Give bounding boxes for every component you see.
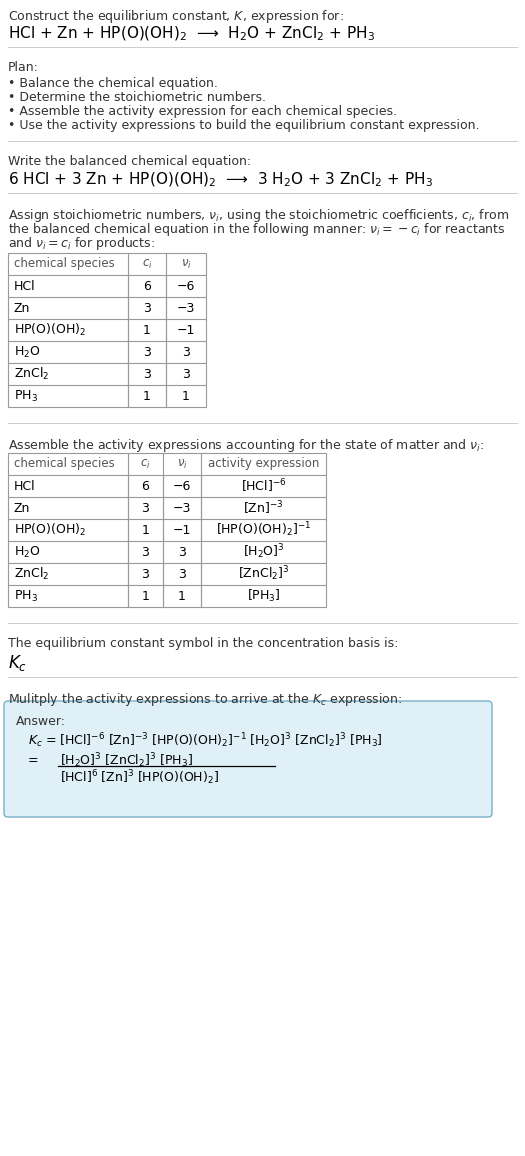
Text: H$_2$O: H$_2$O [14,344,40,360]
Text: 1: 1 [143,324,151,336]
Text: $K_c$: $K_c$ [8,653,27,673]
Text: 3: 3 [143,346,151,358]
Text: 1: 1 [178,590,186,602]
Text: Write the balanced chemical equation:: Write the balanced chemical equation: [8,155,251,168]
Text: the balanced chemical equation in the following manner: $\nu_i = -c_i$ for react: the balanced chemical equation in the fo… [8,221,506,238]
Text: $\nu_i$: $\nu_i$ [181,258,192,271]
Text: −6: −6 [173,480,191,492]
Text: Plan:: Plan: [8,61,39,74]
Text: • Balance the chemical equation.: • Balance the chemical equation. [8,77,218,90]
Text: 3: 3 [143,368,151,380]
Text: $K_c$ = [HCl]$^{-6}$ [Zn]$^{-3}$ [HP(O)(OH)$_2$]$^{-1}$ [H$_2$O]$^3$ [ZnCl$_2$]$: $K_c$ = [HCl]$^{-6}$ [Zn]$^{-3}$ [HP(O)(… [28,731,383,750]
Text: 1: 1 [143,390,151,402]
Bar [8,453,326,607]
FancyBboxPatch shape [4,701,492,817]
Text: [Zn]$^{-3}$: [Zn]$^{-3}$ [243,499,284,517]
Text: ZnCl$_2$: ZnCl$_2$ [14,566,49,583]
Text: 3: 3 [142,568,150,580]
Text: −6: −6 [177,280,195,292]
Bar [8,253,206,407]
Text: 3: 3 [143,302,151,314]
Text: =: = [28,755,39,768]
Text: [ZnCl$_2$]$^3$: [ZnCl$_2$]$^3$ [238,564,289,584]
Text: HCl: HCl [14,480,36,492]
Text: HP(O)(OH)$_2$: HP(O)(OH)$_2$ [14,523,86,538]
Text: [HCl]$^{-6}$: [HCl]$^{-6}$ [241,477,286,495]
Text: HP(O)(OH)$_2$: HP(O)(OH)$_2$ [14,323,86,338]
Text: 3: 3 [182,368,190,380]
Text: Mulitply the activity expressions to arrive at the $K_c$ expression:: Mulitply the activity expressions to arr… [8,691,402,707]
Text: −1: −1 [177,324,195,336]
Text: chemical species: chemical species [14,258,115,271]
Text: chemical species: chemical species [14,458,115,470]
Text: 1: 1 [142,590,150,602]
Text: 1: 1 [182,390,190,402]
Text: H$_2$O: H$_2$O [14,544,40,560]
Text: Assign stoichiometric numbers, $\nu_i$, using the stoichiometric coefficients, $: Assign stoichiometric numbers, $\nu_i$, … [8,207,509,224]
Text: Answer:: Answer: [16,716,66,728]
Text: 6: 6 [143,280,151,292]
Text: PH$_3$: PH$_3$ [14,388,38,403]
Text: −3: −3 [173,502,191,514]
Text: • Determine the stoichiometric numbers.: • Determine the stoichiometric numbers. [8,91,266,104]
Text: [H$_2$O]$^3$: [H$_2$O]$^3$ [243,542,285,562]
Text: $c_i$: $c_i$ [142,258,152,271]
Text: • Assemble the activity expression for each chemical species.: • Assemble the activity expression for e… [8,105,397,118]
Text: −3: −3 [177,302,195,314]
Text: [PH$_3$]: [PH$_3$] [247,588,280,605]
Text: HCl + Zn + HP(O)(OH)$_2$  ⟶  H$_2$O + ZnCl$_2$ + PH$_3$: HCl + Zn + HP(O)(OH)$_2$ ⟶ H$_2$O + ZnCl… [8,25,375,44]
Text: $\nu_i$: $\nu_i$ [176,458,187,470]
Text: ZnCl$_2$: ZnCl$_2$ [14,366,49,381]
Text: [HP(O)(OH)$_2$]$^{-1}$: [HP(O)(OH)$_2$]$^{-1}$ [216,520,311,540]
Text: [HCl]$^6$ [Zn]$^3$ [HP(O)(OH)$_2$]: [HCl]$^6$ [Zn]$^3$ [HP(O)(OH)$_2$] [60,768,219,787]
Text: 3: 3 [142,502,150,514]
Text: Assemble the activity expressions accounting for the state of matter and $\nu_i$: Assemble the activity expressions accoun… [8,437,484,454]
Text: $c_i$: $c_i$ [140,458,151,470]
Text: Construct the equilibrium constant, $K$, expression for:: Construct the equilibrium constant, $K$,… [8,8,344,25]
Text: and $\nu_i = c_i$ for products:: and $\nu_i = c_i$ for products: [8,235,155,252]
Text: 6: 6 [142,480,150,492]
Text: 3: 3 [178,568,186,580]
Text: 1: 1 [142,524,150,536]
Text: 3: 3 [182,346,190,358]
Text: Zn: Zn [14,302,30,314]
Text: activity expression: activity expression [208,458,319,470]
Text: −1: −1 [173,524,191,536]
Text: PH$_3$: PH$_3$ [14,588,38,603]
Text: Zn: Zn [14,502,30,514]
Text: 3: 3 [142,546,150,558]
Text: [H$_2$O]$^3$ [ZnCl$_2$]$^3$ [PH$_3$]: [H$_2$O]$^3$ [ZnCl$_2$]$^3$ [PH$_3$] [60,751,193,770]
Text: The equilibrium constant symbol in the concentration basis is:: The equilibrium constant symbol in the c… [8,637,398,650]
Text: HCl: HCl [14,280,36,292]
Text: 3: 3 [178,546,186,558]
Text: • Use the activity expressions to build the equilibrium constant expression.: • Use the activity expressions to build … [8,119,479,132]
Text: 6 HCl + 3 Zn + HP(O)(OH)$_2$  ⟶  3 H$_2$O + 3 ZnCl$_2$ + PH$_3$: 6 HCl + 3 Zn + HP(O)(OH)$_2$ ⟶ 3 H$_2$O … [8,171,433,190]
